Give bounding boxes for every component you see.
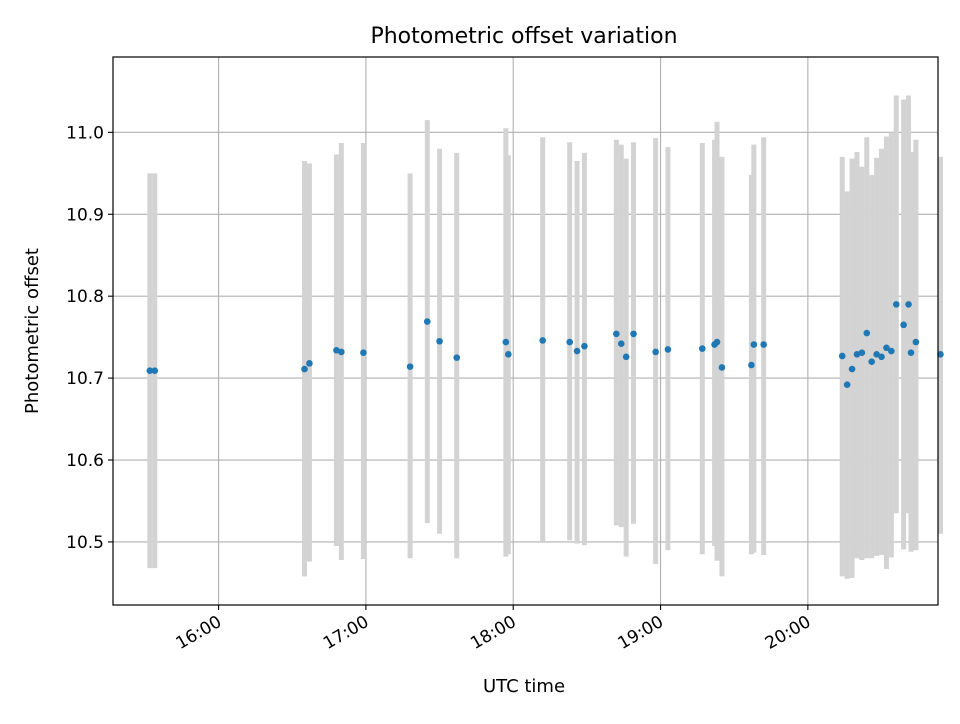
data-point — [151, 367, 159, 375]
data-point — [306, 360, 313, 367]
y-tick-label: 10.8 — [66, 287, 104, 307]
chart-title: Photometric offset variation — [370, 24, 677, 49]
data-point — [338, 348, 345, 356]
data-point — [718, 364, 726, 371]
data-point — [907, 349, 915, 357]
data-point — [883, 344, 890, 352]
data-point — [900, 321, 907, 329]
data-point — [848, 365, 856, 373]
data-point — [613, 330, 620, 338]
data-point — [617, 340, 625, 347]
x-axis-label: UTC time — [483, 676, 565, 697]
data-point — [146, 367, 154, 375]
data-point — [453, 354, 461, 361]
data-point — [878, 353, 885, 361]
data-point — [622, 353, 630, 361]
data-point — [760, 341, 767, 348]
data-point — [301, 365, 308, 373]
data-point — [888, 347, 895, 355]
data-point — [873, 351, 880, 358]
data-point — [868, 358, 876, 366]
data-point — [858, 349, 866, 357]
data-point — [652, 348, 659, 356]
data-point — [892, 301, 900, 308]
data-point — [502, 338, 510, 346]
data-point — [581, 342, 588, 350]
data-point — [937, 351, 944, 358]
data-point — [566, 338, 573, 346]
data-point — [630, 330, 637, 338]
plot-frame — [112, 56, 939, 606]
data-point — [905, 301, 912, 308]
data-point — [748, 361, 755, 369]
data-point — [838, 352, 846, 360]
data-point — [505, 351, 512, 358]
data-point — [698, 345, 706, 352]
point-layer — [146, 301, 944, 388]
data-point — [843, 381, 851, 388]
y-tick-label: 10.5 — [66, 533, 104, 553]
data-point — [360, 349, 367, 357]
y-tick-label: 10.7 — [66, 369, 104, 389]
y-tick-label: 10.6 — [66, 451, 104, 471]
y-tick-label: 10.9 — [66, 205, 104, 225]
data-point — [863, 329, 871, 337]
data-point — [912, 338, 920, 346]
data-point — [406, 363, 414, 370]
data-point — [713, 338, 721, 346]
y-axis-label: Photometric offset — [22, 248, 43, 414]
y-tick-label: 11.0 — [66, 123, 104, 143]
data-point — [539, 337, 546, 344]
data-point — [573, 347, 581, 355]
data-point — [436, 337, 443, 345]
data-point — [664, 346, 672, 353]
data-point — [423, 318, 431, 325]
data-point — [750, 341, 758, 348]
